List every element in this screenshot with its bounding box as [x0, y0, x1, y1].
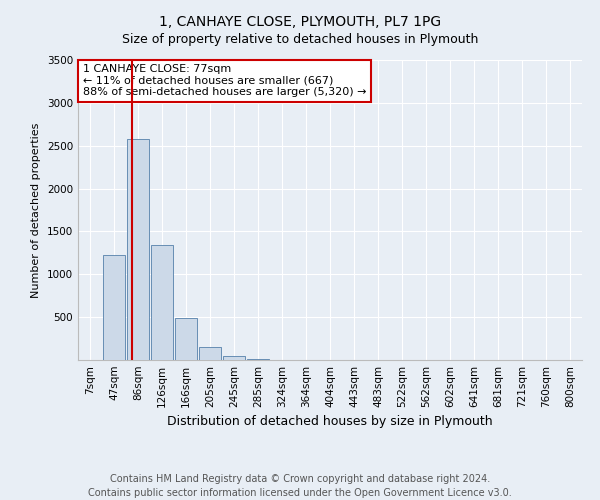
- Bar: [175, 318, 197, 360]
- Bar: [199, 346, 221, 360]
- Bar: [223, 356, 245, 360]
- Text: Contains HM Land Registry data © Crown copyright and database right 2024.
Contai: Contains HM Land Registry data © Crown c…: [88, 474, 512, 498]
- Bar: [103, 254, 125, 360]
- Bar: [247, 359, 269, 360]
- Text: 1, CANHAYE CLOSE, PLYMOUTH, PL7 1PG: 1, CANHAYE CLOSE, PLYMOUTH, PL7 1PG: [159, 15, 441, 29]
- Text: Size of property relative to detached houses in Plymouth: Size of property relative to detached ho…: [122, 32, 478, 46]
- Text: 1 CANHAYE CLOSE: 77sqm
← 11% of detached houses are smaller (667)
88% of semi-de: 1 CANHAYE CLOSE: 77sqm ← 11% of detached…: [83, 64, 366, 98]
- Bar: [127, 139, 149, 360]
- X-axis label: Distribution of detached houses by size in Plymouth: Distribution of detached houses by size …: [167, 416, 493, 428]
- Bar: [151, 245, 173, 360]
- Y-axis label: Number of detached properties: Number of detached properties: [31, 122, 41, 298]
